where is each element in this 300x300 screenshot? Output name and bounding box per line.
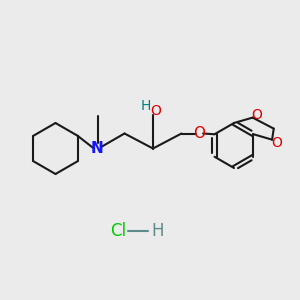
Text: H: H: [140, 99, 151, 113]
Text: Cl: Cl: [110, 222, 126, 240]
Text: O: O: [151, 104, 161, 118]
Text: H: H: [152, 222, 164, 240]
Text: O: O: [194, 126, 206, 141]
Text: O: O: [271, 136, 282, 150]
Text: O: O: [251, 108, 262, 122]
Text: N: N: [91, 141, 104, 156]
